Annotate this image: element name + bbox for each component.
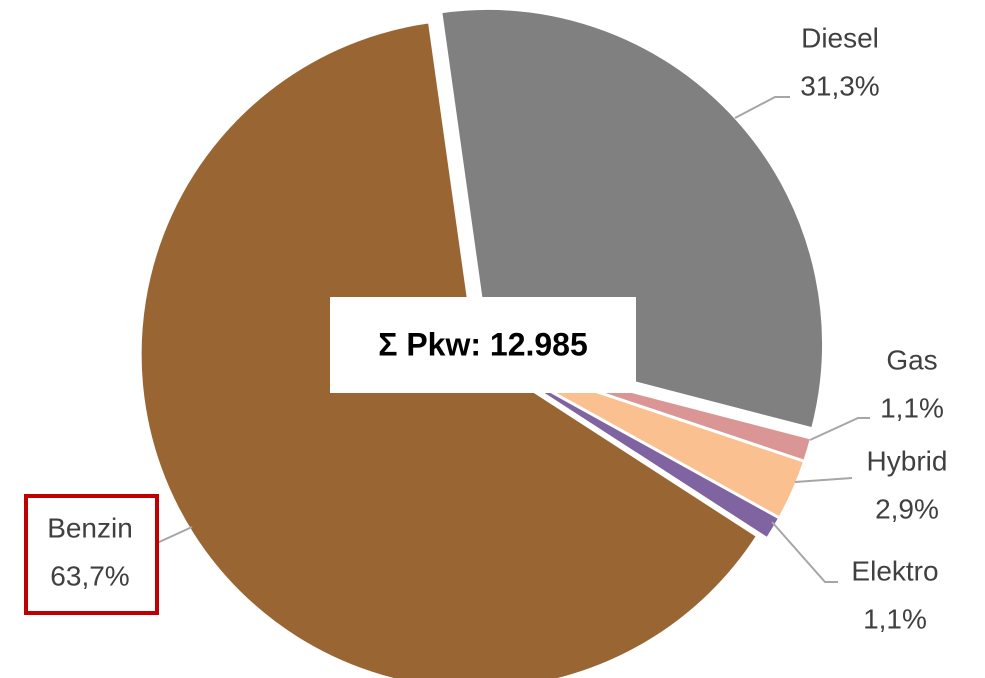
slice bbox=[485, 355, 781, 540]
leader-line bbox=[771, 521, 838, 583]
category-label: Elektro bbox=[851, 555, 938, 586]
category-label: Diesel bbox=[801, 22, 879, 53]
value-label: 1,1% bbox=[863, 603, 927, 634]
annotation-box bbox=[330, 297, 636, 393]
category-label: Gas bbox=[886, 344, 937, 375]
category-label: Benzin bbox=[47, 512, 133, 543]
leader-line bbox=[734, 96, 790, 119]
leader-line bbox=[156, 526, 193, 544]
annotation: Σ Pkw: 12.985 bbox=[378, 326, 588, 362]
highlight-box bbox=[24, 494, 159, 615]
slice bbox=[485, 354, 806, 519]
value-label: 31,3% bbox=[800, 70, 879, 101]
category-label: Hybrid bbox=[867, 445, 948, 476]
value-label: 1,1% bbox=[880, 392, 944, 423]
leader-line bbox=[809, 417, 870, 441]
value-label: 2,9% bbox=[875, 493, 939, 524]
value-label: 63,7% bbox=[50, 560, 129, 591]
leader-line bbox=[794, 477, 853, 483]
